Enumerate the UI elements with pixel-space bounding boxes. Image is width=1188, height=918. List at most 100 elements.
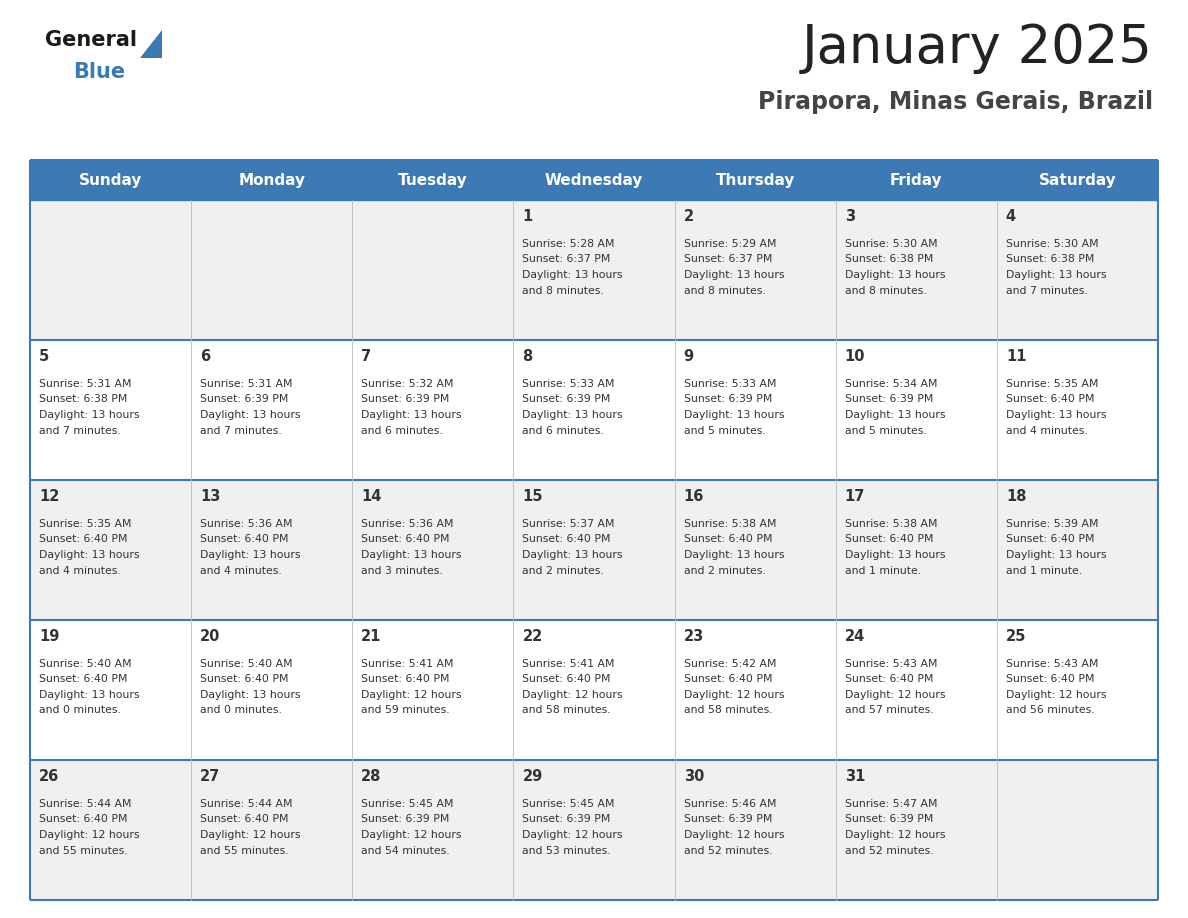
Text: Daylight: 13 hours: Daylight: 13 hours xyxy=(683,410,784,420)
Text: Sunrise: 5:45 AM: Sunrise: 5:45 AM xyxy=(523,799,615,809)
Text: Daylight: 13 hours: Daylight: 13 hours xyxy=(200,690,301,700)
Text: and 6 minutes.: and 6 minutes. xyxy=(523,426,605,435)
Bar xyxy=(30,480,1158,620)
Text: Tuesday: Tuesday xyxy=(398,173,468,187)
Text: Sunrise: 5:37 AM: Sunrise: 5:37 AM xyxy=(523,519,615,529)
Text: Daylight: 12 hours: Daylight: 12 hours xyxy=(39,830,139,840)
Text: Sunset: 6:40 PM: Sunset: 6:40 PM xyxy=(200,814,289,824)
Text: Sunset: 6:39 PM: Sunset: 6:39 PM xyxy=(361,395,450,405)
Text: Sunrise: 5:33 AM: Sunrise: 5:33 AM xyxy=(523,379,615,389)
Text: Sunrise: 5:40 AM: Sunrise: 5:40 AM xyxy=(39,659,132,669)
Text: Sunrise: 5:29 AM: Sunrise: 5:29 AM xyxy=(683,239,776,249)
Text: Daylight: 12 hours: Daylight: 12 hours xyxy=(200,830,301,840)
Text: 28: 28 xyxy=(361,769,381,784)
Text: 6: 6 xyxy=(200,349,210,364)
Text: Sunrise: 5:41 AM: Sunrise: 5:41 AM xyxy=(523,659,615,669)
Text: Sunrise: 5:32 AM: Sunrise: 5:32 AM xyxy=(361,379,454,389)
Text: and 54 minutes.: and 54 minutes. xyxy=(361,845,450,856)
Text: and 1 minute.: and 1 minute. xyxy=(1006,565,1082,576)
Text: 24: 24 xyxy=(845,629,865,644)
Text: Sunset: 6:37 PM: Sunset: 6:37 PM xyxy=(523,254,611,264)
Text: Daylight: 12 hours: Daylight: 12 hours xyxy=(683,830,784,840)
Text: Daylight: 13 hours: Daylight: 13 hours xyxy=(523,410,623,420)
Text: 23: 23 xyxy=(683,629,703,644)
Text: Sunset: 6:40 PM: Sunset: 6:40 PM xyxy=(845,675,934,685)
Text: and 1 minute.: and 1 minute. xyxy=(845,565,921,576)
Text: Sunset: 6:40 PM: Sunset: 6:40 PM xyxy=(1006,395,1094,405)
Text: 31: 31 xyxy=(845,769,865,784)
Text: Sunset: 6:40 PM: Sunset: 6:40 PM xyxy=(39,814,127,824)
Text: and 2 minutes.: and 2 minutes. xyxy=(523,565,605,576)
Text: Daylight: 12 hours: Daylight: 12 hours xyxy=(683,690,784,700)
Text: Daylight: 13 hours: Daylight: 13 hours xyxy=(845,550,946,560)
Text: Monday: Monday xyxy=(239,173,305,187)
Text: and 8 minutes.: and 8 minutes. xyxy=(845,285,927,296)
Text: Sunset: 6:39 PM: Sunset: 6:39 PM xyxy=(683,395,772,405)
Text: Daylight: 13 hours: Daylight: 13 hours xyxy=(845,270,946,280)
Text: and 52 minutes.: and 52 minutes. xyxy=(845,845,934,856)
Text: Sunset: 6:39 PM: Sunset: 6:39 PM xyxy=(523,395,611,405)
Text: Blue: Blue xyxy=(72,62,125,82)
Text: Sunrise: 5:36 AM: Sunrise: 5:36 AM xyxy=(200,519,292,529)
Text: Sunrise: 5:31 AM: Sunrise: 5:31 AM xyxy=(39,379,132,389)
Text: and 7 minutes.: and 7 minutes. xyxy=(200,426,282,435)
Text: Sunrise: 5:42 AM: Sunrise: 5:42 AM xyxy=(683,659,776,669)
Text: Daylight: 13 hours: Daylight: 13 hours xyxy=(1006,550,1106,560)
Bar xyxy=(30,620,1158,760)
Text: Sunrise: 5:46 AM: Sunrise: 5:46 AM xyxy=(683,799,776,809)
Text: Thursday: Thursday xyxy=(715,173,795,187)
Text: Daylight: 12 hours: Daylight: 12 hours xyxy=(845,830,946,840)
Text: 10: 10 xyxy=(845,349,865,364)
Text: Sunset: 6:38 PM: Sunset: 6:38 PM xyxy=(1006,254,1094,264)
Text: 18: 18 xyxy=(1006,489,1026,504)
Text: and 59 minutes.: and 59 minutes. xyxy=(361,706,450,715)
Text: 9: 9 xyxy=(683,349,694,364)
Text: and 58 minutes.: and 58 minutes. xyxy=(523,706,611,715)
Text: Sunset: 6:40 PM: Sunset: 6:40 PM xyxy=(1006,675,1094,685)
Text: Daylight: 13 hours: Daylight: 13 hours xyxy=(683,550,784,560)
Text: and 2 minutes.: and 2 minutes. xyxy=(683,565,765,576)
Text: Daylight: 13 hours: Daylight: 13 hours xyxy=(39,690,139,700)
Text: Sunrise: 5:35 AM: Sunrise: 5:35 AM xyxy=(1006,379,1099,389)
Text: Sunset: 6:40 PM: Sunset: 6:40 PM xyxy=(39,675,127,685)
Text: Sunset: 6:40 PM: Sunset: 6:40 PM xyxy=(361,675,450,685)
Text: 7: 7 xyxy=(361,349,372,364)
Text: Sunrise: 5:47 AM: Sunrise: 5:47 AM xyxy=(845,799,937,809)
Text: General: General xyxy=(45,30,137,50)
Text: Sunrise: 5:40 AM: Sunrise: 5:40 AM xyxy=(200,659,292,669)
Text: Daylight: 12 hours: Daylight: 12 hours xyxy=(845,690,946,700)
Text: and 7 minutes.: and 7 minutes. xyxy=(39,426,121,435)
Text: Friday: Friday xyxy=(890,173,942,187)
Text: Daylight: 13 hours: Daylight: 13 hours xyxy=(845,410,946,420)
Text: Sunset: 6:39 PM: Sunset: 6:39 PM xyxy=(523,814,611,824)
Text: 2: 2 xyxy=(683,209,694,224)
Text: and 0 minutes.: and 0 minutes. xyxy=(200,706,282,715)
Text: Daylight: 13 hours: Daylight: 13 hours xyxy=(523,550,623,560)
Text: and 4 minutes.: and 4 minutes. xyxy=(1006,426,1087,435)
Text: and 57 minutes.: and 57 minutes. xyxy=(845,706,934,715)
Text: Sunset: 6:37 PM: Sunset: 6:37 PM xyxy=(683,254,772,264)
Bar xyxy=(30,160,1158,200)
Text: and 52 minutes.: and 52 minutes. xyxy=(683,845,772,856)
Text: 19: 19 xyxy=(39,629,59,644)
Text: and 6 minutes.: and 6 minutes. xyxy=(361,426,443,435)
Text: and 8 minutes.: and 8 minutes. xyxy=(523,285,605,296)
Text: Daylight: 13 hours: Daylight: 13 hours xyxy=(523,270,623,280)
Text: Sunrise: 5:30 AM: Sunrise: 5:30 AM xyxy=(845,239,937,249)
Text: Saturday: Saturday xyxy=(1038,173,1117,187)
Text: Sunrise: 5:41 AM: Sunrise: 5:41 AM xyxy=(361,659,454,669)
Text: Daylight: 13 hours: Daylight: 13 hours xyxy=(200,550,301,560)
Text: Sunset: 6:39 PM: Sunset: 6:39 PM xyxy=(683,814,772,824)
Text: Sunrise: 5:43 AM: Sunrise: 5:43 AM xyxy=(1006,659,1099,669)
Text: Sunset: 6:40 PM: Sunset: 6:40 PM xyxy=(1006,534,1094,544)
Text: Sunday: Sunday xyxy=(78,173,143,187)
Text: Daylight: 12 hours: Daylight: 12 hours xyxy=(361,690,462,700)
Polygon shape xyxy=(140,30,162,58)
Text: and 53 minutes.: and 53 minutes. xyxy=(523,845,611,856)
Text: Sunset: 6:40 PM: Sunset: 6:40 PM xyxy=(683,675,772,685)
Text: Sunset: 6:40 PM: Sunset: 6:40 PM xyxy=(683,534,772,544)
Text: Sunrise: 5:28 AM: Sunrise: 5:28 AM xyxy=(523,239,615,249)
Text: Daylight: 13 hours: Daylight: 13 hours xyxy=(39,550,139,560)
Text: and 55 minutes.: and 55 minutes. xyxy=(39,845,127,856)
Text: 25: 25 xyxy=(1006,629,1026,644)
